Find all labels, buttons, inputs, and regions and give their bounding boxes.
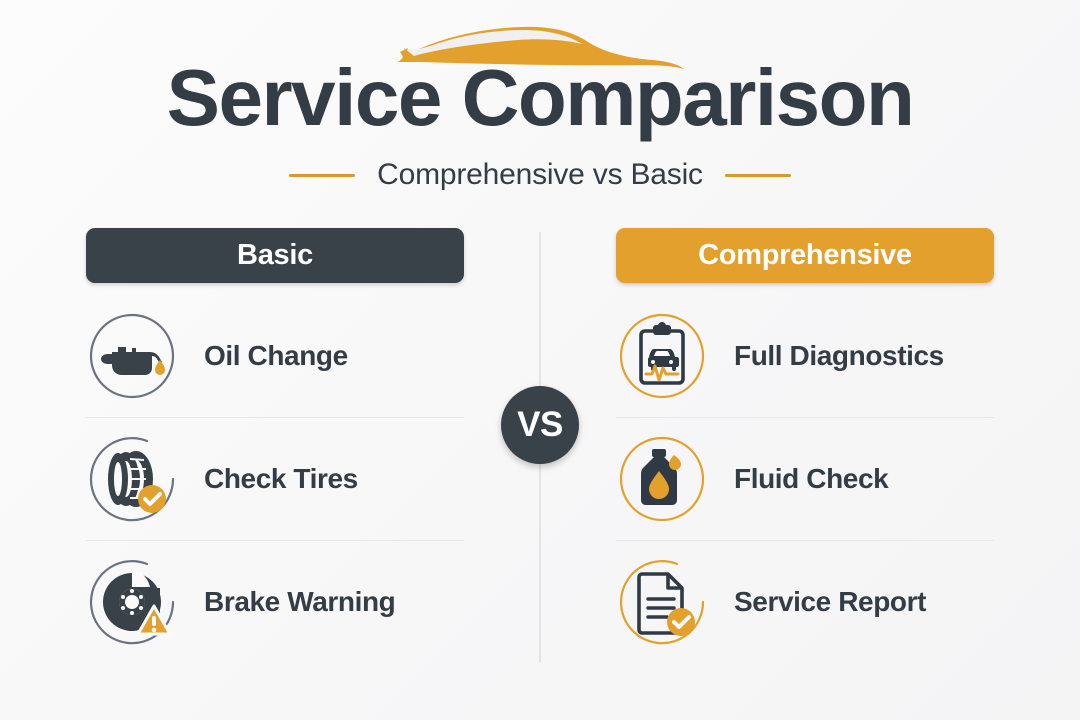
page-subtitle: Comprehensive vs Basic [377,158,703,191]
list-item-label: Full Diagnostics [734,340,944,371]
list-item-label: Check Tires [204,463,358,494]
list-item-label: Fluid Check [734,463,889,494]
fluid-bottle-icon [616,433,708,525]
column-rows-comprehensive: Full Diagnostics Fluid Check [616,295,994,663]
car-silhouette-icon [390,22,690,78]
subtitle-rule-right [724,173,791,177]
list-item[interactable]: Service Report [616,541,994,663]
list-item[interactable]: Full Diagnostics [616,295,994,418]
column-rows-basic: Oil Change [86,295,464,663]
subtitle-row: Comprehensive vs Basic [0,158,1080,192]
vs-badge: VS [501,386,579,464]
list-item[interactable]: Oil Change [86,295,464,418]
comparison-columns: Basic Oil Change [0,228,1080,668]
list-item-label: Brake Warning [204,586,396,617]
oil-can-icon [86,310,178,402]
list-item-label: Oil Change [204,340,348,371]
tire-icon [86,433,178,525]
column-header-comprehensive: Comprehensive [616,228,994,283]
subtitle-rule-left [289,173,356,177]
list-item[interactable]: Brake Warning [86,541,464,663]
column-basic: Basic Oil Change [86,228,464,663]
list-item[interactable]: Check Tires [86,418,464,541]
list-item[interactable]: Fluid Check [616,418,994,541]
list-item-label: Service Report [734,586,927,617]
clipboard-car-diagnostics-icon [616,310,708,402]
document-report-icon [616,556,708,648]
page-title: Service Comparison [166,53,915,142]
brake-disc-icon [86,556,178,648]
column-comprehensive: Comprehensive [616,228,994,663]
column-header-basic: Basic [86,228,464,283]
